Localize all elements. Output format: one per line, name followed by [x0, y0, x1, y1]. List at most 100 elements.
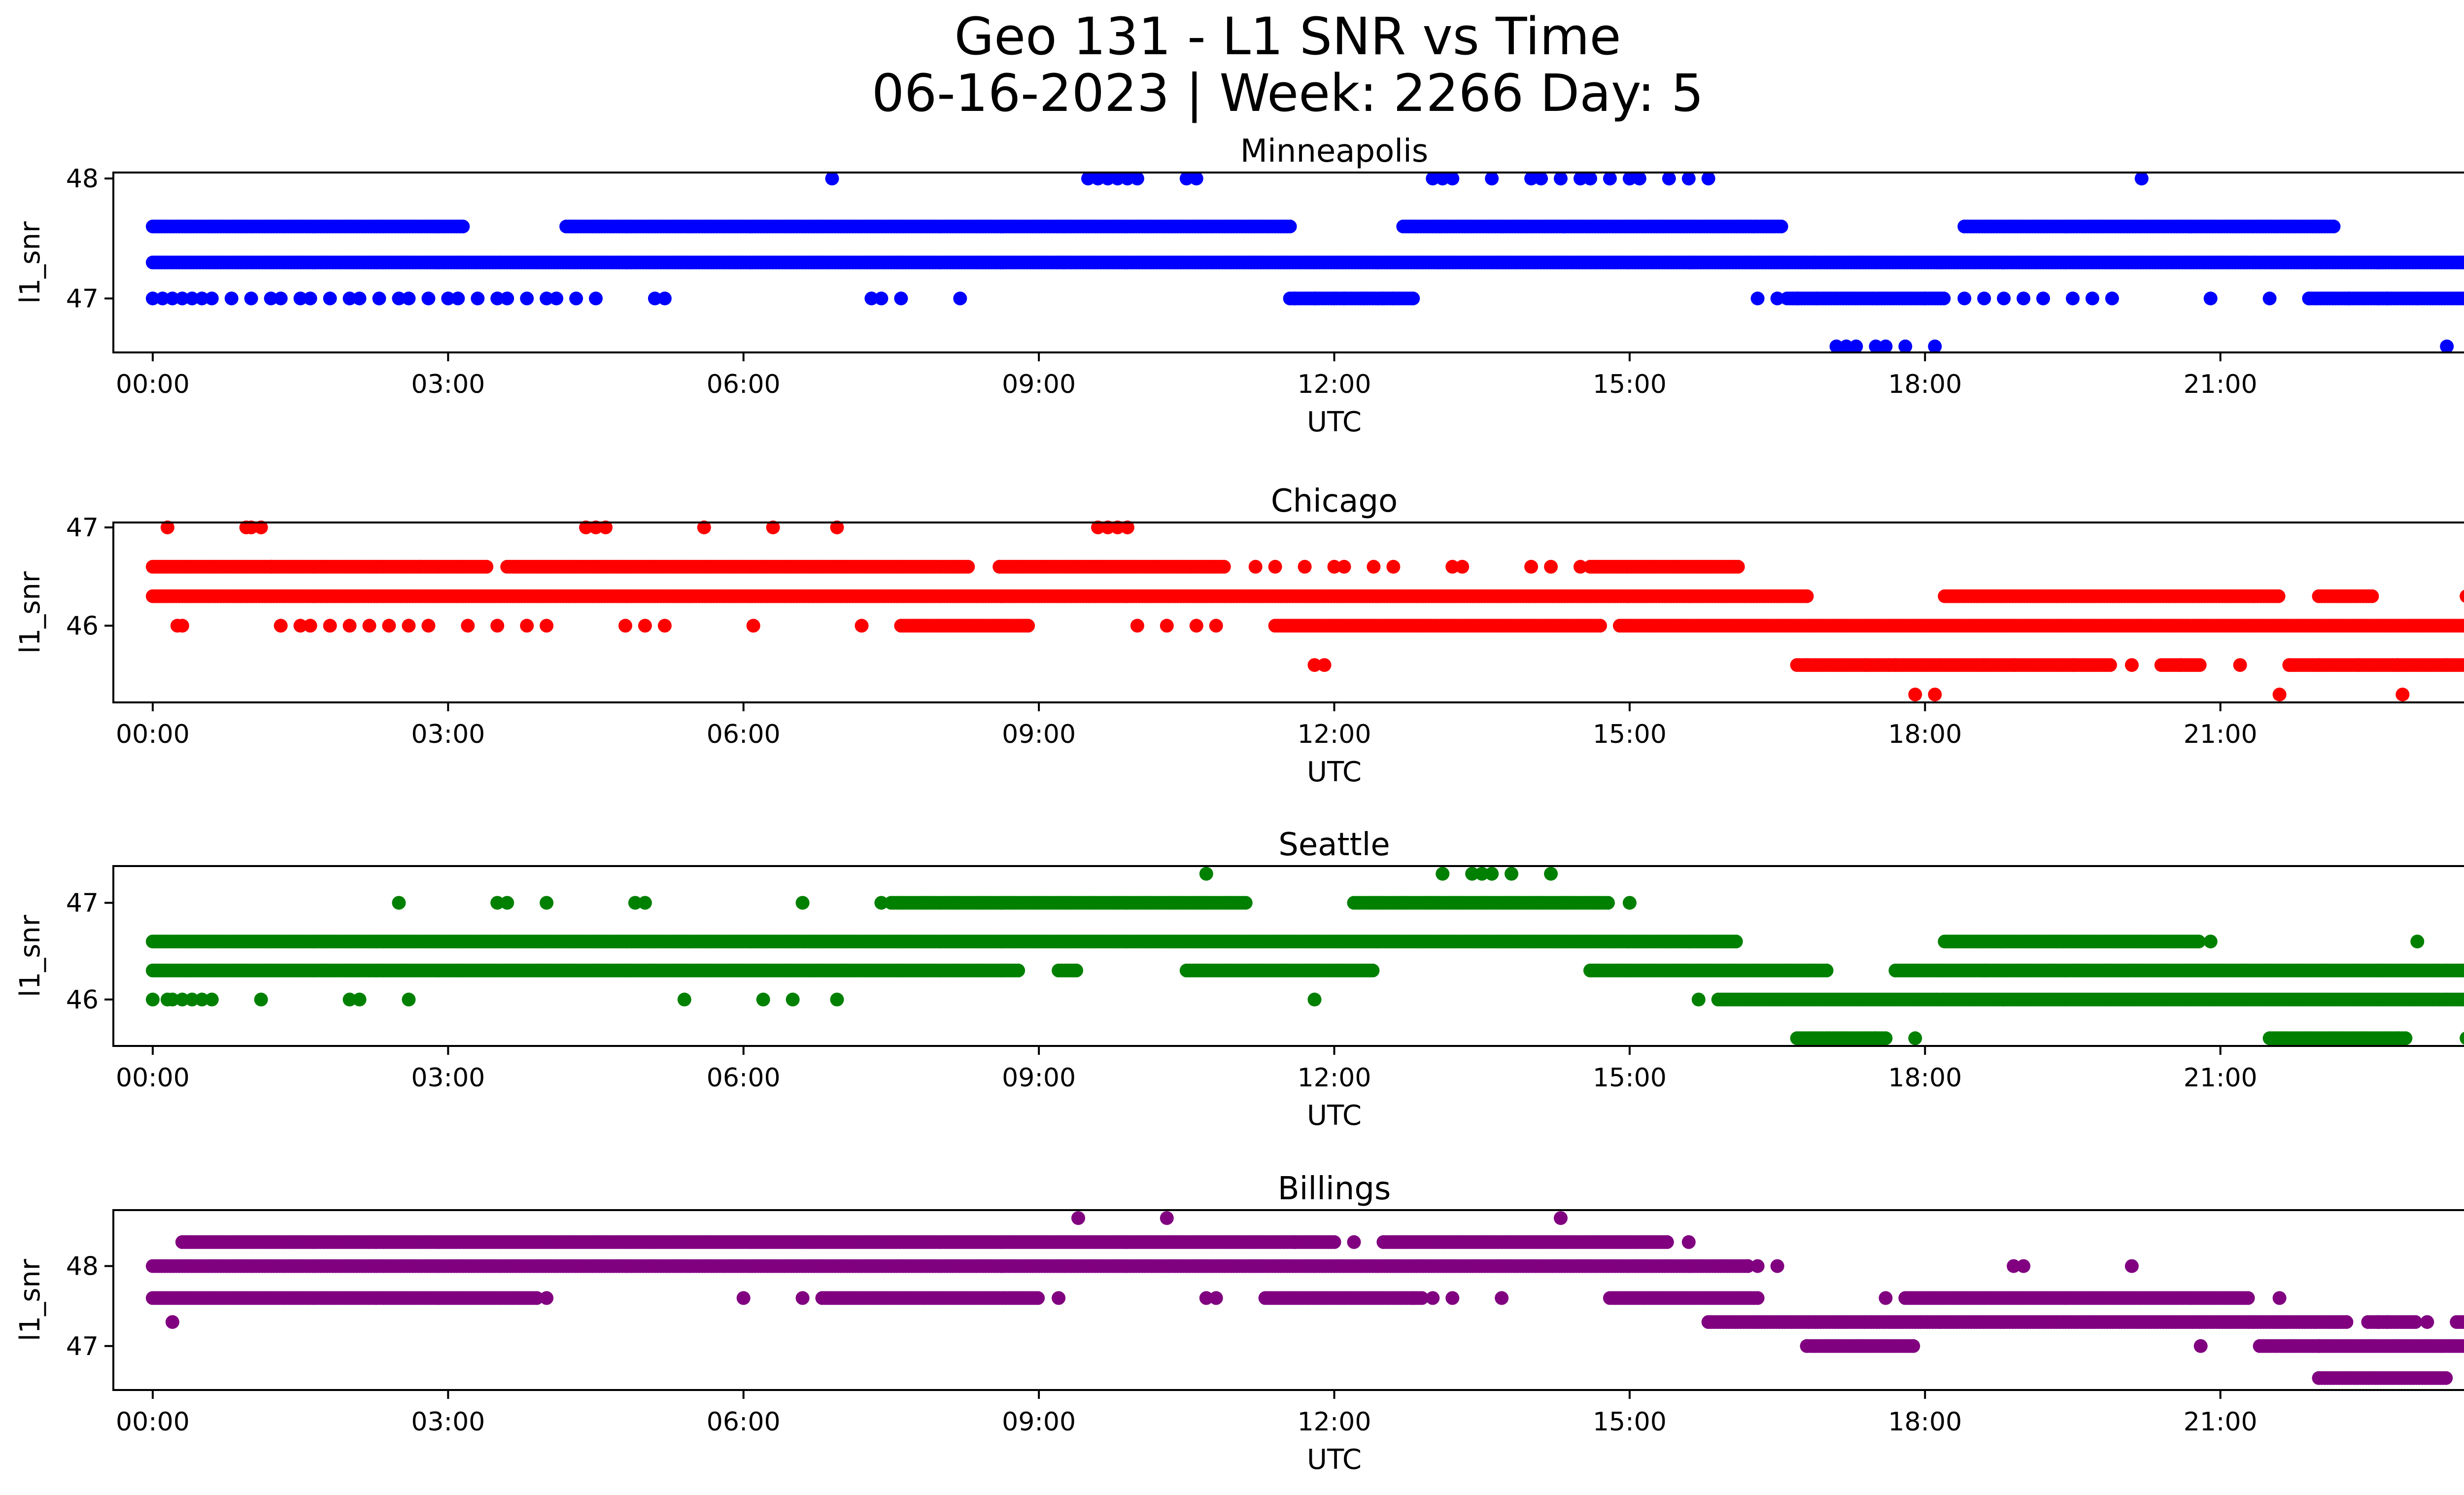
data-point	[2282, 658, 2296, 672]
data-point	[1120, 172, 1134, 186]
data-point	[1701, 172, 1715, 186]
data-point	[2381, 291, 2395, 306]
figure-title-line2: 06-16-2023 | Week: 2266 Day: 5	[872, 63, 1704, 123]
data-point	[2105, 291, 2119, 306]
x-tick-label: 21:00	[2184, 370, 2258, 399]
data-point	[2262, 291, 2277, 306]
data-point	[165, 291, 179, 306]
data-point	[461, 619, 475, 633]
data-point	[520, 619, 534, 633]
data-point	[1130, 619, 1144, 633]
data-point	[471, 291, 485, 306]
data-point	[1081, 172, 1095, 186]
x-tick-label: 09:00	[1002, 370, 1076, 399]
data-point	[2174, 658, 2188, 672]
data-point	[490, 291, 505, 306]
data-point	[1632, 172, 1646, 186]
point-band	[145, 255, 2464, 270]
data-point	[2341, 291, 2356, 306]
x-tick-label: 06:00	[707, 370, 781, 399]
data-point	[1248, 559, 1263, 574]
data-point	[1918, 291, 1932, 306]
data-point	[402, 619, 416, 633]
data-point	[2463, 592, 2464, 600]
data-point	[1011, 963, 1026, 977]
data-point	[1681, 172, 1696, 186]
scatter-points	[145, 172, 2464, 353]
data-point	[1283, 219, 1297, 234]
data-point	[1357, 291, 1371, 306]
data-point	[1209, 619, 1223, 633]
data-point	[549, 291, 564, 306]
data-point	[2036, 291, 2050, 306]
data-point	[1977, 658, 1991, 672]
x-tick-label: 12:00	[1298, 370, 1371, 399]
y-axis-label: l1_snr	[14, 571, 46, 654]
data-point	[1774, 219, 1788, 234]
data-point	[1386, 291, 1401, 306]
data-point	[1534, 172, 1548, 186]
point-band	[2282, 658, 2464, 672]
data-point	[175, 619, 189, 633]
data-point	[421, 291, 436, 306]
data-point	[323, 619, 337, 633]
figure-title-line1: Geo 131 - L1 SNR vs Time	[954, 6, 1621, 67]
x-tick-label: 03:00	[411, 720, 485, 749]
point-band	[894, 619, 1035, 633]
data-point	[2271, 589, 2286, 603]
data-point	[2192, 658, 2207, 672]
x-tick-label: 21:00	[2184, 720, 2258, 749]
y-axis-label: l1_snr	[14, 221, 46, 304]
point-band	[1268, 619, 1607, 633]
data-point	[456, 219, 470, 234]
data-point	[1317, 658, 1332, 672]
data-point	[864, 291, 879, 306]
data-point	[1849, 339, 1863, 353]
data-point	[1583, 172, 1597, 186]
data-point	[2085, 291, 2099, 306]
data-point	[1928, 339, 1942, 353]
data-point	[2203, 291, 2218, 306]
data-point	[1367, 559, 1381, 574]
data-point	[274, 619, 288, 633]
data-point	[825, 172, 839, 186]
data-point	[1298, 559, 1312, 574]
data-point	[2391, 658, 2405, 672]
data-point	[1485, 172, 1499, 186]
data-point	[352, 291, 367, 306]
y-tick-label: 46	[66, 611, 99, 641]
point-band	[1888, 963, 2464, 977]
point-band	[884, 896, 1253, 910]
data-point	[1337, 559, 1351, 574]
data-point	[195, 291, 209, 306]
data-point	[1750, 291, 1765, 306]
data-point	[1574, 559, 1587, 574]
data-point	[479, 559, 494, 574]
data-point	[894, 291, 908, 306]
x-tick-label: 15:00	[1593, 720, 1667, 749]
data-point	[618, 619, 632, 633]
data-point	[746, 619, 760, 633]
data-point	[1366, 963, 1380, 977]
data-point	[1386, 559, 1401, 574]
data-point	[224, 291, 239, 306]
data-point	[1593, 619, 1607, 633]
data-point	[2017, 291, 2031, 306]
data-point	[342, 619, 357, 633]
data-point	[540, 291, 554, 306]
data-point	[441, 291, 455, 306]
data-point	[1957, 291, 1972, 306]
data-point	[145, 291, 160, 306]
point-band	[1583, 559, 1745, 574]
data-point	[638, 619, 652, 633]
data-point	[2460, 590, 2464, 603]
data-point	[648, 291, 662, 306]
data-point	[2462, 257, 2464, 268]
point-band	[1612, 619, 2464, 633]
point-band	[1583, 963, 1834, 977]
data-point	[1445, 172, 1460, 186]
y-tick-label: 48	[66, 164, 99, 194]
data-point	[1524, 172, 1539, 186]
